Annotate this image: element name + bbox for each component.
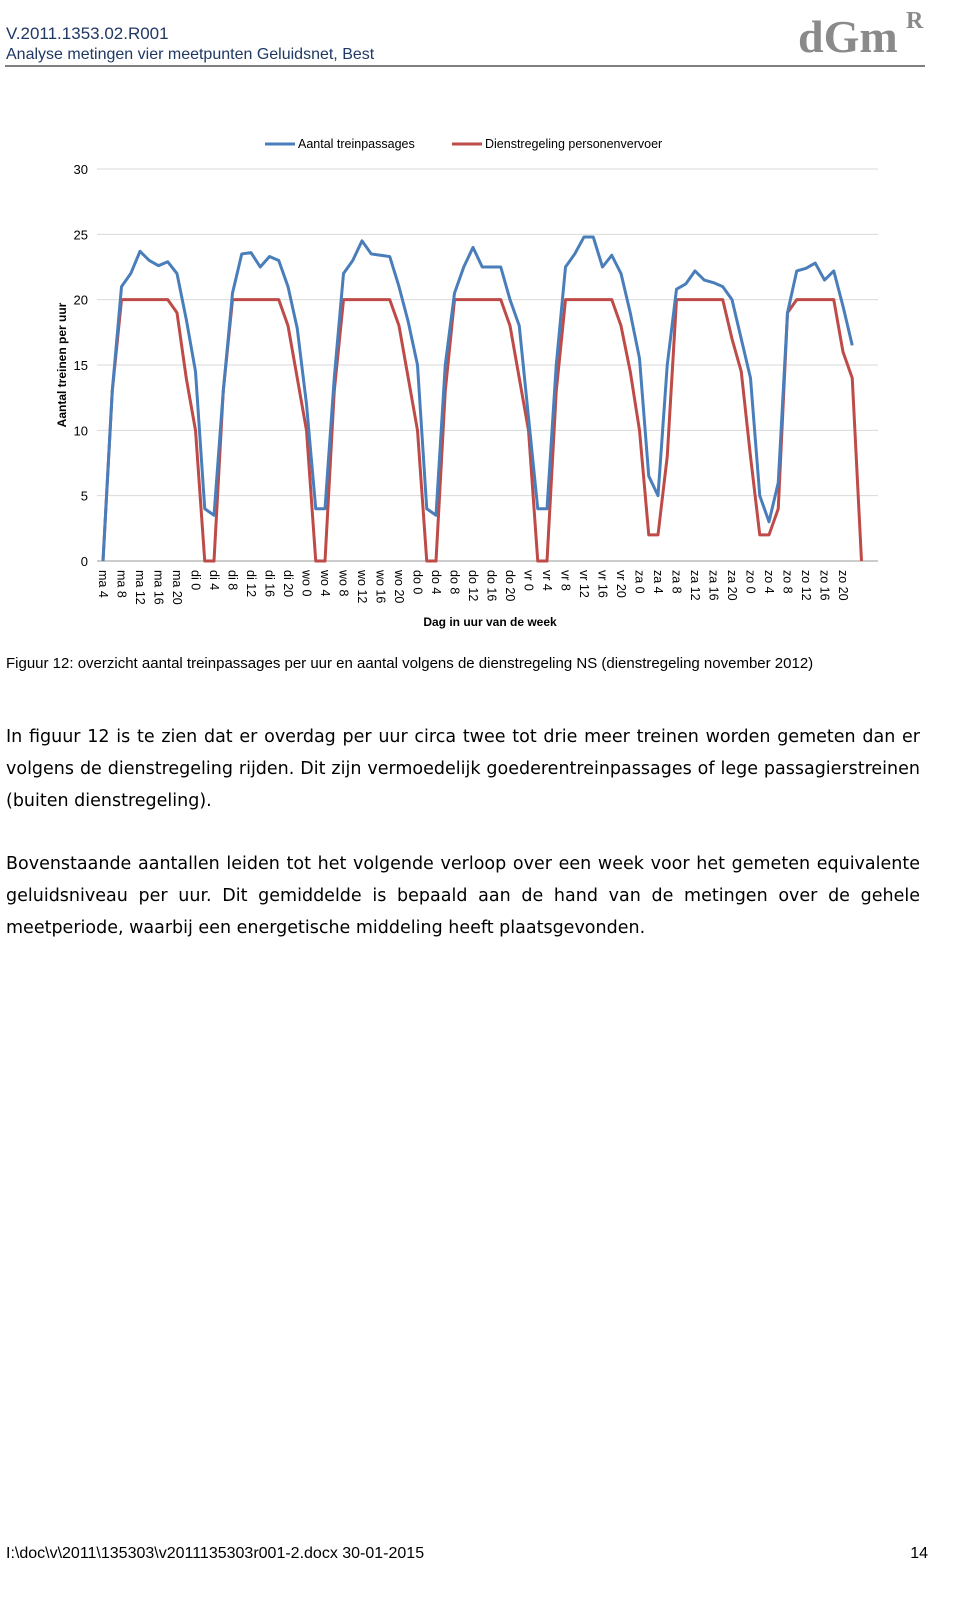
x-tick-label: zo 20 [836,570,850,601]
x-tick-label: do 0 [411,570,425,594]
x-tick-label: vr 20 [614,570,628,598]
x-tick-label: wo 4 [318,569,332,596]
x-tick-label: di 4 [207,570,221,590]
y-tick-label: 30 [74,162,88,177]
x-tick-label: vr 4 [540,570,554,591]
x-tick-label: zo 16 [818,570,832,601]
footer-path: I:\doc\v\2011\135303\v2011135303r001-2.d… [6,1545,425,1562]
x-tick-label: zo 0 [744,570,758,594]
x-tick-label: do 4 [429,570,443,594]
x-tick-label: di 8 [226,570,240,590]
caption: Figuur 12: overzicht aantal treinpassage… [6,655,814,672]
doc-subtitle: Analyse metingen vier meetpunten Geluids… [6,46,375,63]
legend-label: Aantal treinpassages [298,137,415,151]
x-tick-label: di 0 [189,570,203,590]
x-tick-label: zo 12 [799,570,813,601]
x-tick-label: do 20 [503,570,517,601]
x-tick-label: vr 8 [559,570,573,591]
x-tick-label: vr 12 [577,570,591,598]
doc-code: V.2011.1353.02.R001 [6,24,169,43]
x-tick-label: ma 8 [115,570,129,598]
data-line [101,235,854,562]
x-tick-label: za 20 [725,570,739,601]
x-tick-label: wo 0 [300,569,314,596]
x-tick-label: do 16 [485,570,499,601]
x-tick-label: za 4 [651,570,665,594]
x-tick-label: wo 12 [355,569,369,603]
paragraph: In figuur 12 is te zien dat er overdag p… [6,727,920,811]
x-tick-label: ma 12 [133,570,147,605]
x-tick-label: za 8 [670,570,684,594]
x-tick-label: zo 8 [781,570,795,594]
y-tick-label: 5 [81,489,88,504]
x-tick-label: di 20 [281,570,295,597]
legend-label: Dienstregeling personenvervoer [485,137,662,151]
x-tick-label: do 8 [448,570,462,594]
y-tick-label: 15 [74,358,88,373]
y-tick-label: 10 [74,423,88,438]
x-tick-label: do 12 [466,570,480,601]
x-tick-label: vr 0 [522,570,536,591]
logo-sup: R [906,8,924,34]
x-tick-label: ma 4 [96,570,110,598]
logo: dGm [798,11,898,62]
y-tick-label: 20 [74,293,88,308]
x-tick-label: za 16 [707,570,721,601]
x-tick-label: di 16 [263,570,277,597]
x-tick-label: ma 20 [170,570,184,605]
x-tick-label: vr 16 [596,570,610,598]
x-tick-label: wo 20 [392,569,406,603]
x-tick-label: zo 4 [762,570,776,594]
y-tick-label: 25 [74,227,88,242]
x-tick-label: wo 16 [374,569,388,603]
x-tick-label: za 0 [633,570,647,594]
x-tick-label: di 12 [244,570,258,597]
chart: V.2011.1353.02.R001 Analyse metingen vie… [5,8,925,629]
x-axis-label: Dag in uur van de week [423,615,557,629]
paragraph: Bovenstaande aantallen leiden tot het vo… [6,854,920,938]
x-tick-label: za 12 [688,570,702,601]
page-number: 14 [910,1545,928,1562]
y-tick-label: 0 [81,554,88,569]
x-tick-label: wo 8 [337,569,351,596]
y-axis-label: Aantal treinen per uur [55,302,69,427]
x-tick-label: ma 16 [152,570,166,605]
